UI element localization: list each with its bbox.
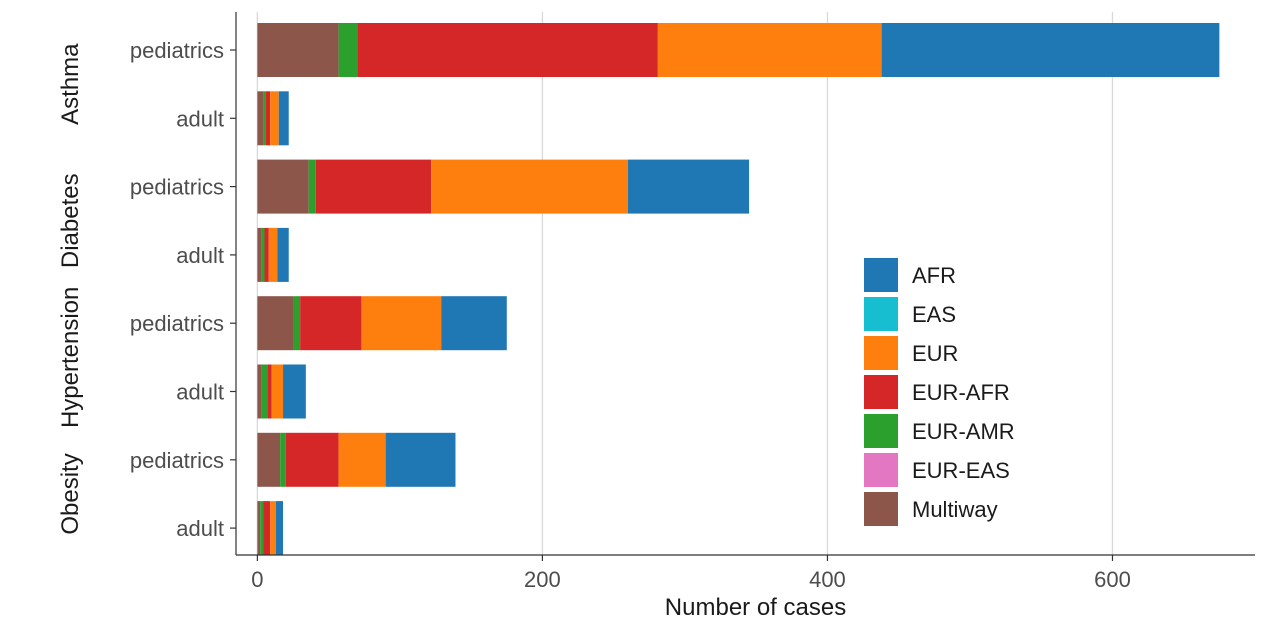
bar-segment-multiway [257,364,262,419]
bar-segment-eur-amr [260,501,264,556]
legend-label: AFR [912,263,956,288]
y-category-label: pediatrics [130,175,224,200]
y-category-label: adult [176,516,224,541]
legend-key-eur-amr [864,414,898,448]
x-tick-label: 200 [524,567,561,592]
bar-segment-afr [385,432,456,487]
legend-label: EUR-AMR [912,419,1015,444]
y-category-label: pediatrics [130,448,224,473]
group-label: Asthma [57,43,84,125]
bar-segment-multiway [257,296,294,351]
bar-segment-eur-afr [264,227,269,282]
bar-segment-afr [441,296,507,351]
bar-segment-multiway [257,432,281,487]
bar-segment-eur [268,227,278,282]
legend-key-multiway [864,492,898,526]
bar-segment-eur-amr [293,296,301,351]
bar-segment-eur [657,23,882,77]
bar-segment-eur-afr [300,296,362,351]
bar-segment-afr [278,91,289,146]
bar-segment-eur [270,91,279,146]
x-tick-label: 400 [809,567,846,592]
bar-segment-eur [271,364,284,419]
legend-key-eur [864,336,898,370]
bar-segment-eur [361,296,442,351]
y-category-label: pediatrics [130,38,224,63]
bar-segment-multiway [257,23,339,77]
bar-segment-eur-afr [315,159,432,214]
bar-segment-eur [431,159,628,214]
bar-segment-multiway [257,227,262,282]
bar-segment-eur-amr [261,364,268,419]
bar-segment-multiway [257,91,264,146]
x-tick-label: 600 [1094,567,1131,592]
bar-segment-eur-afr [285,432,339,487]
x-axis-title: Number of cases [665,594,846,621]
bar-segment-eur-amr [308,159,316,214]
bar-segment-eur-amr [338,23,358,77]
legend-label: Multiway [912,497,998,522]
axes: Number of cases 0 200 400 600 pediatrics adul… [57,12,1255,621]
bar-segment-afr [627,159,750,214]
legend-key-eur-eas [864,453,898,487]
bar-segment-eur-afr [265,91,271,146]
legend-key-eas [864,297,898,331]
bar-segment-eur-afr [357,23,658,77]
bar-segment-multiway [257,501,261,556]
bar-segment-eur-amr [263,91,266,146]
y-category-label: adult [176,243,224,268]
group-label: Diabetes [57,173,84,268]
bar-segment-afr [283,364,306,419]
legend-label: EAS [912,302,956,327]
legend-label: EUR [912,341,958,366]
bars [257,23,1220,556]
legend-label: EUR-AFR [912,380,1010,405]
y-category-label: adult [176,106,224,131]
x-tick-label: 0 [251,567,263,592]
y-category-label: adult [176,380,224,405]
bar-segment-multiway [257,159,309,214]
bar-segment-eur-afr [267,364,272,419]
legend: AFR EAS EUR EUR-AFR EUR-AMR EUR-EAS Multiway [864,258,1015,526]
legend-key-afr [864,258,898,292]
bar-segment-afr [881,23,1220,77]
bar-segment-afr [277,227,289,282]
bar-segment-afr [275,501,284,556]
bar-segment-eur-amr [261,227,265,282]
group-label: Obesity [57,453,84,534]
y-category-label: pediatrics [130,311,224,336]
bar-segment-eur-afr [263,501,271,556]
bar-segment-eur-amr [280,432,286,487]
bar-segment-eur [270,501,276,556]
legend-label: EUR-EAS [912,458,1010,483]
group-label: Hypertension [57,287,84,428]
legend-key-eur-afr [864,375,898,409]
bar-segment-eur [338,432,386,487]
